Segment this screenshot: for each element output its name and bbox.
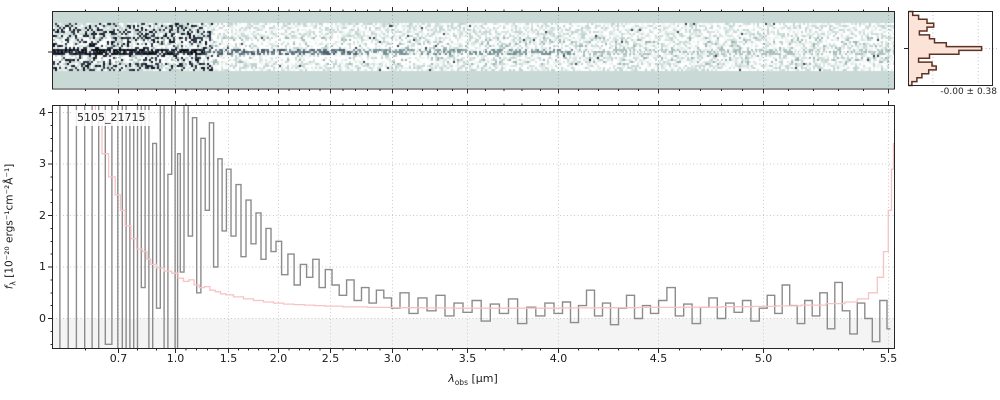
x-tick-label: 2.5	[321, 352, 340, 365]
x-tick-label: 3.0	[383, 352, 402, 365]
x-axis-label: λobs [μm]	[373, 372, 573, 387]
y-tick-label: 4	[39, 105, 46, 119]
x-axis-label-subscript: obs	[454, 378, 468, 388]
x-tick-label: 4.5	[649, 352, 668, 365]
y-tick-label: 3	[39, 157, 46, 170]
x-tick-label: 1.5	[219, 352, 238, 365]
y-tick-label: 1	[39, 260, 46, 273]
x-tick-label: 3.5	[458, 352, 477, 365]
x-tick-label: 4.0	[549, 352, 568, 365]
y-axis-label-symbol: f	[3, 285, 16, 290]
source-id-label: 5105_21715	[73, 110, 150, 126]
x-tick-label: 5.5	[879, 352, 898, 365]
y-axis-label-units: [10⁻²⁰ ergs⁻¹cm⁻²Å⁻¹]	[3, 163, 16, 282]
profile-stats-label: -0.00 ± 0.38	[940, 87, 997, 97]
x-tick-label: 5.0	[754, 352, 773, 365]
x-tick-label: 1.0	[166, 352, 185, 365]
x-tick-label: 0.7	[109, 352, 128, 365]
y-tick-label: 2	[39, 208, 46, 222]
y-axis-label-subscript: λ	[8, 281, 18, 286]
y-tick-label: 0	[39, 311, 46, 325]
x-axis-label-symbol: λ	[448, 372, 455, 385]
x-axis-label-units: [μm]	[467, 372, 498, 385]
x-tick-label: 2.0	[269, 352, 288, 365]
spectrum-2d-image	[53, 12, 894, 88]
